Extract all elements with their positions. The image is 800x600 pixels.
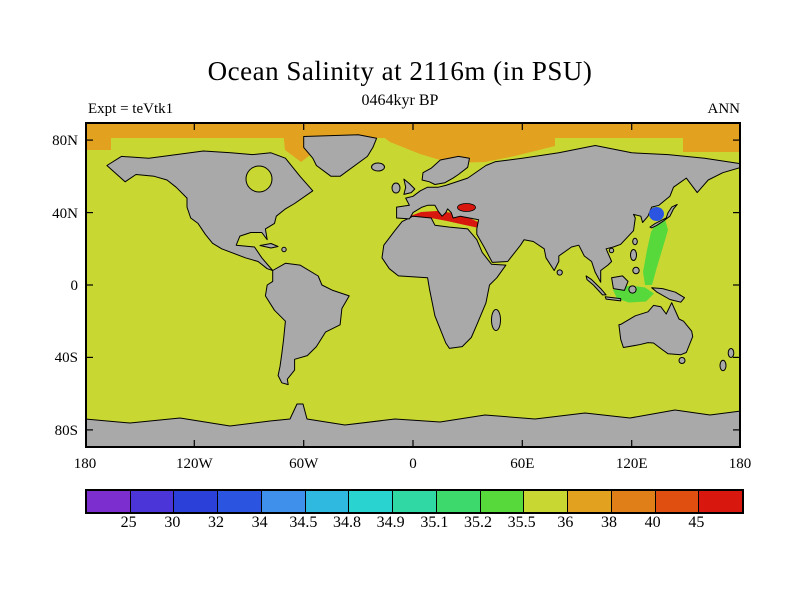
colorbar-tick-label: 25 [120, 514, 137, 531]
colorbar-tick-label: 34.8 [333, 514, 361, 531]
region-sea-of-japan-blue [649, 207, 664, 221]
landmass-australia [618, 302, 694, 356]
colorbar-tick-label: 38 [601, 514, 617, 531]
colorbar [85, 489, 744, 514]
colorbar-segment [218, 491, 262, 512]
axis-ticks [86, 123, 740, 447]
colorbar-segment [130, 491, 175, 512]
lon-tick-label: 0 [409, 456, 417, 472]
colorbar-tick-label: 34.5 [289, 514, 318, 531]
lat-tick-label: 0 [70, 278, 79, 294]
colorbar-tick-label: 35.5 [507, 514, 536, 531]
colorbar-tick-label: 32 [208, 514, 224, 531]
map-frame [85, 122, 741, 448]
region-black-sea-red [457, 203, 476, 212]
colorbar-segment [393, 491, 437, 512]
lat-tick-label: 80S [54, 422, 78, 439]
landmass-south-america [264, 262, 350, 386]
landmass-africa [381, 215, 507, 349]
colorbar-tick-label: 34 [251, 514, 268, 531]
colorbar-segment [87, 491, 131, 512]
colorbar-segment [699, 491, 743, 512]
colorbar-segment [524, 491, 569, 512]
lon-tick-label: 180 [728, 456, 752, 472]
colorbar-tick-label: 34.9 [376, 514, 405, 531]
region-hudson-bay [245, 165, 273, 193]
landmass-greenland [303, 134, 378, 177]
colorbar-segment [436, 491, 481, 512]
world-map [85, 122, 741, 448]
landmass-eurasia [396, 145, 741, 283]
colorbar-tick-label: 36 [557, 514, 574, 531]
minor-islands [259, 162, 735, 372]
experiment-label: Expt = teVtk1 [88, 101, 174, 117]
region-west-pacific-green [643, 219, 668, 285]
lat-tick-label: 80N [52, 133, 78, 149]
lon-tick-label: 180 [73, 456, 97, 472]
season-label: ANN [707, 101, 741, 117]
lat-tick-label: 40S [54, 350, 78, 367]
lon-tick-label: 60E [510, 456, 535, 472]
colorbar-segment [349, 491, 394, 512]
colorbar-tick-label: 35.2 [464, 514, 492, 531]
lat-tick-label: 40N [52, 205, 78, 222]
colorbar-segment [261, 491, 306, 512]
lon-tick-label: 120W [175, 456, 213, 472]
colorbar-tick-label: 30 [164, 514, 181, 531]
colorbar-tick-label: 40 [644, 514, 661, 531]
landmass-uk [403, 178, 416, 195]
landmass-antarctica [85, 403, 741, 448]
colorbar-segment [568, 491, 612, 512]
lon-tick-label: 120E [615, 456, 648, 472]
colorbar-segment [305, 491, 350, 512]
colorbar-segment [480, 491, 525, 512]
landmass-scandinavia [421, 155, 470, 185]
colorbar-segment [611, 491, 656, 512]
colorbar-segment [174, 491, 219, 512]
time-label: 0464kyr BP [361, 92, 439, 109]
lon-tick-label: 60W [289, 456, 319, 472]
landmass-japan [649, 203, 678, 229]
colorbar-segment [655, 491, 700, 512]
page-title: Ocean Salinity at 2116m (in PSU) [207, 56, 593, 86]
colorbar-tick-label: 45 [688, 514, 705, 531]
colorbar-tick-label: 35.1 [420, 514, 449, 531]
